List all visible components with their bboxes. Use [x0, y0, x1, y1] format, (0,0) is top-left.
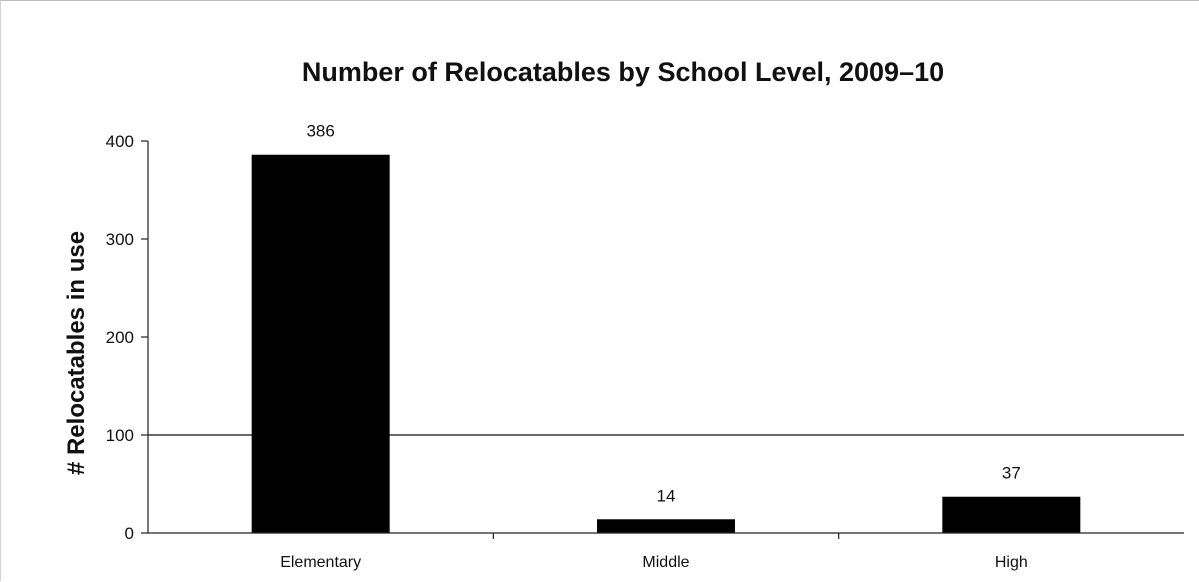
bar-elementary — [251, 154, 390, 533]
y-tick-label-300: 300 — [106, 230, 134, 249]
bar-middle — [597, 519, 735, 533]
data-label-high: 37 — [1002, 464, 1021, 483]
bar-high — [942, 496, 1081, 533]
plot-area: 386 14 37 0 100 200 300 400 Elementary Middle High — [106, 122, 1184, 571]
x-tick-label-middle: Middle — [642, 554, 689, 571]
data-label-elementary: 386 — [306, 122, 334, 141]
y-axis-label: # Relocatables in use — [63, 231, 90, 475]
x-tick-label-high: High — [995, 554, 1028, 571]
chart-title: Number of Relocatables by School Level, … — [302, 57, 944, 87]
y-tick-label-200: 200 — [106, 328, 134, 347]
y-tick-label-0: 0 — [125, 524, 134, 543]
y-tick-label-100: 100 — [106, 426, 134, 445]
x-tick-label-elementary: Elementary — [280, 554, 361, 571]
y-tick-label-400: 400 — [106, 132, 134, 151]
data-label-middle: 14 — [657, 486, 676, 505]
